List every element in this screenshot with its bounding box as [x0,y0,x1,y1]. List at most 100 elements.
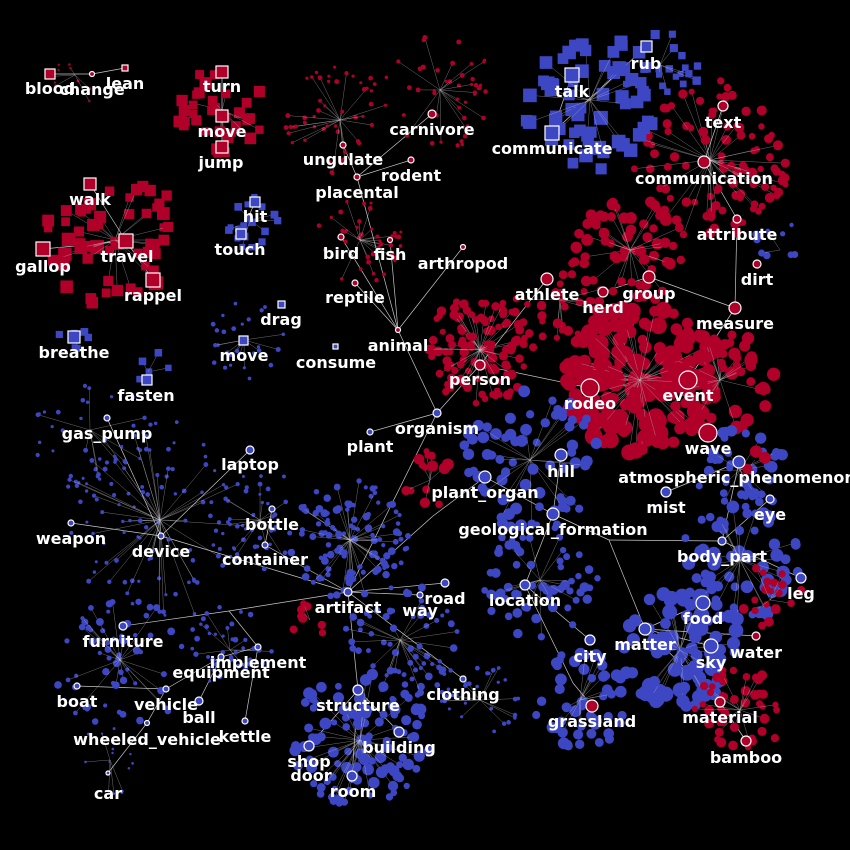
leaf-node [340,798,349,806]
leaf-node [379,557,385,563]
edge [336,486,351,541]
leaf-node [243,665,248,671]
edge [629,249,663,292]
leaf-node [719,163,729,173]
leaf-node [693,62,702,70]
leaf-node [772,701,779,708]
leaf-node [533,487,546,499]
edge [529,412,563,461]
edge [225,498,261,521]
leaf-node [768,131,775,139]
node-city [584,634,596,646]
label-artifact: artifact [315,598,382,617]
leaf-node [636,444,648,455]
leaf-node [391,562,398,570]
leaf-node [751,596,759,604]
label-weapon: weapon [36,529,106,548]
leaf-node [126,491,131,496]
leaf-node [370,251,376,257]
leaf-node [385,564,390,569]
leaf-node [580,275,592,287]
leaf-node [495,588,506,599]
label-clothing: clothing [426,685,499,704]
edge [671,105,711,161]
leaf-node [740,685,751,696]
leaf-node [327,159,332,164]
leaf-node [663,162,672,171]
edge [559,299,596,311]
node-blood [44,68,56,80]
leaf-node [594,575,601,582]
leaf-node [422,485,431,494]
leaf-node [102,541,106,545]
leaf-node [133,632,138,638]
leaf-node [105,245,114,255]
edge [159,519,195,614]
leaf-node [650,646,664,659]
node-animal [394,326,402,334]
leaf-node [618,641,631,654]
leaf-node [462,134,468,139]
node-water [751,631,761,641]
leaf-node [192,612,197,616]
leaf-node [551,288,561,297]
leaf-node [655,65,663,73]
leaf-node [142,246,154,258]
leaf-node [621,444,638,461]
edge [484,459,531,492]
leaf-node [221,531,225,536]
leaf-node [438,462,451,475]
leaf-node [455,143,460,148]
label-person: person [449,370,511,389]
node-geological-formation [546,507,560,521]
label-plant: plant [347,437,394,456]
leaf-node [355,225,359,229]
leaf-node [594,738,604,747]
leaf-node [341,761,353,774]
leaf-node [86,578,92,584]
leaf-node [499,299,507,307]
edge [119,659,164,675]
leaf-node [563,741,573,751]
leaf-node [37,440,42,445]
leaf-node [147,632,154,639]
leaf-node [335,530,343,538]
leaf-node [770,733,780,743]
leaf-node [527,463,539,475]
leaf-node [447,620,455,628]
leaf-node [638,254,650,265]
leaf-node [439,689,445,695]
leaf-node [761,182,770,191]
leaf-node [474,665,480,671]
edge [612,249,631,292]
edge [369,412,438,433]
leaf-node [511,540,521,550]
edge [579,699,582,727]
leaf-node [361,737,372,749]
leaf-node [582,218,593,229]
leaf-node [136,446,140,451]
edge [134,435,161,521]
leaf-node [398,560,404,566]
edge [629,249,632,283]
leaf-node [722,426,730,434]
label-material: material [682,708,758,727]
leaf-node [392,538,399,545]
leaf-node [119,676,128,685]
leaf-node [708,107,716,115]
leaf-node [173,115,186,128]
leaf-node [667,411,679,423]
label-measure: measure [696,314,774,333]
leaf-node [248,243,255,251]
leaf-node [597,146,610,159]
edge [243,339,279,350]
edge [667,159,711,216]
edge [52,74,76,77]
edge [264,508,273,546]
leaf-node [154,198,165,209]
edge [334,722,361,741]
edge [720,520,741,561]
leaf-node [53,81,57,84]
leaf-node [562,504,571,513]
leaf-node [213,149,222,158]
